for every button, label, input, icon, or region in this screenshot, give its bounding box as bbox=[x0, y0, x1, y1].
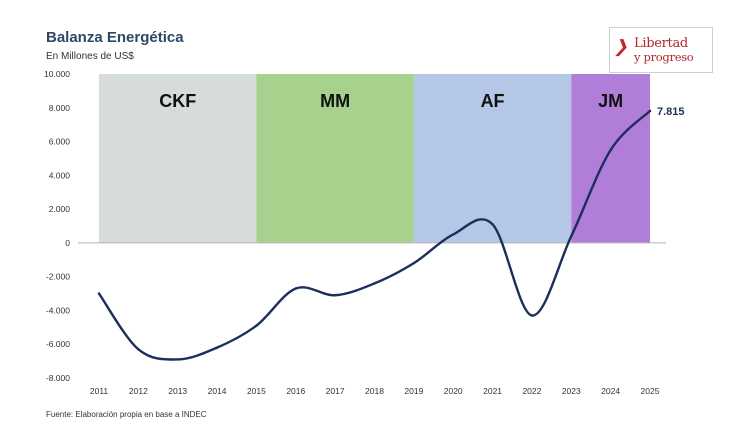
x-tick-label: 2020 bbox=[444, 386, 463, 396]
period-band-mm bbox=[256, 74, 414, 243]
x-tick-label: 2015 bbox=[247, 386, 266, 396]
data-point-2019 bbox=[412, 261, 416, 265]
data-point-2023 bbox=[570, 234, 573, 238]
y-tick-label: -6.000 bbox=[46, 339, 70, 349]
chart-subtitle: En Millones de US$ bbox=[46, 51, 134, 62]
end-value-label: 7.815 bbox=[657, 106, 685, 118]
x-tick-label: 2011 bbox=[90, 386, 109, 396]
data-point-2021 bbox=[491, 223, 494, 226]
y-tick-label: -2.000 bbox=[46, 272, 70, 282]
data-point-2011 bbox=[97, 292, 101, 295]
period-label-mm: MM bbox=[320, 91, 350, 111]
y-tick-label: 8.000 bbox=[49, 103, 71, 113]
data-point-2016 bbox=[294, 287, 297, 290]
data-point-2014 bbox=[215, 346, 219, 349]
logo-line-1: Libertad bbox=[634, 36, 688, 51]
period-label-ckf: CKF bbox=[159, 91, 196, 111]
x-tick-label: 2018 bbox=[365, 386, 384, 396]
x-tick-label: 2017 bbox=[326, 386, 345, 396]
data-point-2012 bbox=[137, 348, 140, 351]
period-band-af bbox=[413, 74, 572, 243]
x-tick-label: 2023 bbox=[562, 386, 581, 396]
y-tick-label: 10.000 bbox=[44, 69, 70, 79]
x-tick-label: 2013 bbox=[168, 386, 187, 396]
data-point-2018 bbox=[373, 282, 376, 285]
x-tick-label: 2025 bbox=[641, 386, 660, 396]
y-tick-label: 6.000 bbox=[49, 137, 71, 147]
data-point-2015 bbox=[255, 324, 258, 327]
libertad-y-progreso-logo: ❯ Libertad y progreso bbox=[609, 27, 713, 73]
x-tick-label: 2014 bbox=[208, 386, 227, 396]
data-point-2013 bbox=[176, 358, 179, 361]
x-tick-label: 2012 bbox=[129, 386, 148, 396]
y-tick-label: -8.000 bbox=[46, 373, 70, 383]
data-point-2024 bbox=[609, 148, 612, 152]
y-tick-label: 4.000 bbox=[49, 170, 71, 180]
data-point-2017 bbox=[333, 294, 337, 297]
x-tick-label: 2016 bbox=[286, 386, 305, 396]
x-tick-label: 2024 bbox=[601, 386, 620, 396]
data-point-2022 bbox=[530, 314, 534, 317]
x-tick-label: 2022 bbox=[522, 386, 541, 396]
y-tick-label: 0 bbox=[65, 238, 70, 248]
y-tick-label: -4.000 bbox=[46, 305, 70, 315]
y-tick-label: 2.000 bbox=[49, 204, 71, 214]
x-tick-label: 2019 bbox=[404, 386, 423, 396]
x-tick-label: 2021 bbox=[483, 386, 502, 396]
chart-title: Balanza Energética bbox=[46, 29, 184, 46]
period-label-af: AF bbox=[481, 91, 505, 111]
period-band-jm bbox=[571, 74, 650, 243]
data-point-2020 bbox=[452, 233, 455, 236]
period-band-ckf bbox=[99, 74, 257, 243]
period-label-jm: JM bbox=[598, 91, 623, 111]
series-line-balanza-energetica bbox=[97, 109, 652, 361]
data-point-2025 bbox=[648, 109, 652, 113]
source-note: Fuente: Elaboración propia en base a IND… bbox=[46, 410, 207, 419]
logo-line-2: y progreso bbox=[634, 50, 694, 64]
